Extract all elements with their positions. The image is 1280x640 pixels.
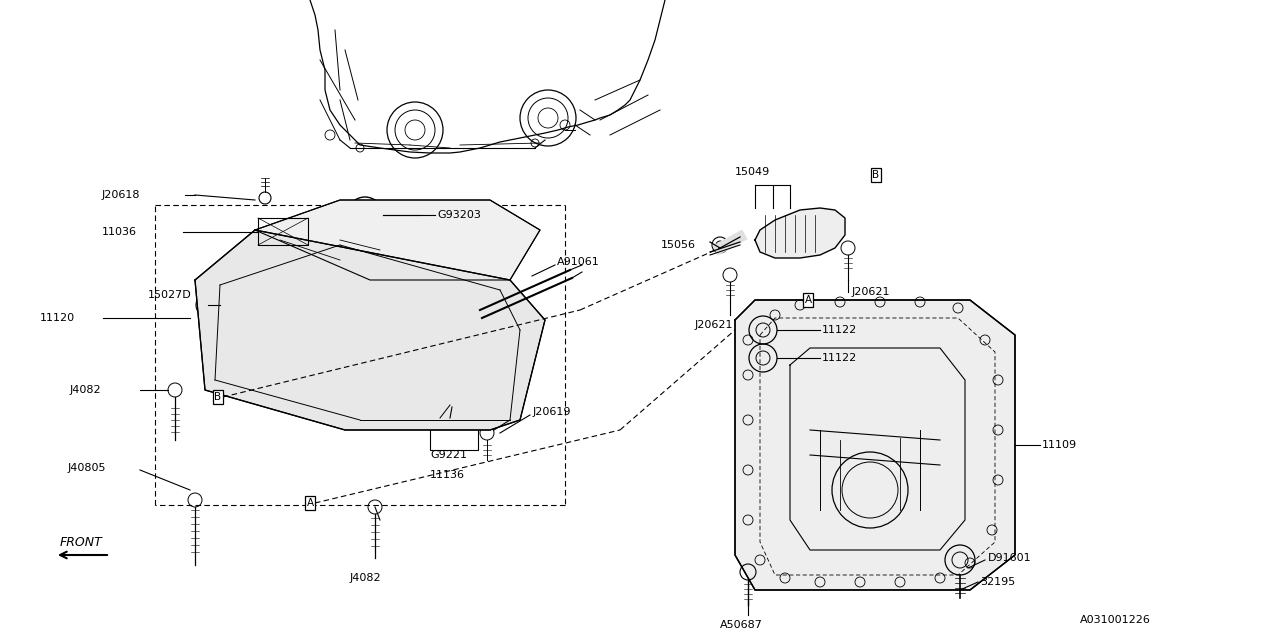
Text: 11122: 11122: [822, 353, 858, 363]
Text: 15056: 15056: [660, 240, 696, 250]
Text: A031001226: A031001226: [1080, 615, 1151, 625]
Text: A91061: A91061: [557, 257, 600, 267]
Text: B: B: [215, 392, 221, 402]
Polygon shape: [255, 200, 540, 280]
Text: J20621: J20621: [852, 287, 891, 297]
Polygon shape: [195, 230, 545, 430]
Text: G93203: G93203: [436, 210, 481, 220]
Text: 11036: 11036: [102, 227, 137, 237]
Text: J40805: J40805: [68, 463, 106, 473]
Text: J4082: J4082: [349, 573, 381, 583]
Text: 11122: 11122: [822, 325, 858, 335]
Text: 11136: 11136: [430, 470, 465, 480]
Text: 11120: 11120: [40, 313, 76, 323]
Text: J20619: J20619: [532, 407, 571, 417]
Polygon shape: [735, 300, 1015, 590]
Text: 11109: 11109: [1042, 440, 1078, 450]
Text: J20621: J20621: [695, 320, 733, 330]
Text: A50687: A50687: [719, 620, 763, 630]
Text: B: B: [873, 170, 879, 180]
Text: J4082: J4082: [70, 385, 101, 395]
Text: A: A: [306, 498, 314, 508]
Text: 32195: 32195: [980, 577, 1015, 587]
Polygon shape: [755, 208, 845, 258]
Text: G9221: G9221: [430, 450, 467, 460]
Bar: [430, 418, 477, 450]
Text: FRONT: FRONT: [60, 536, 102, 548]
Text: A: A: [804, 295, 812, 305]
Text: D91601: D91601: [988, 553, 1032, 563]
Text: 15049: 15049: [735, 167, 771, 177]
Text: J20618: J20618: [102, 190, 141, 200]
Text: 15027D: 15027D: [148, 290, 192, 300]
